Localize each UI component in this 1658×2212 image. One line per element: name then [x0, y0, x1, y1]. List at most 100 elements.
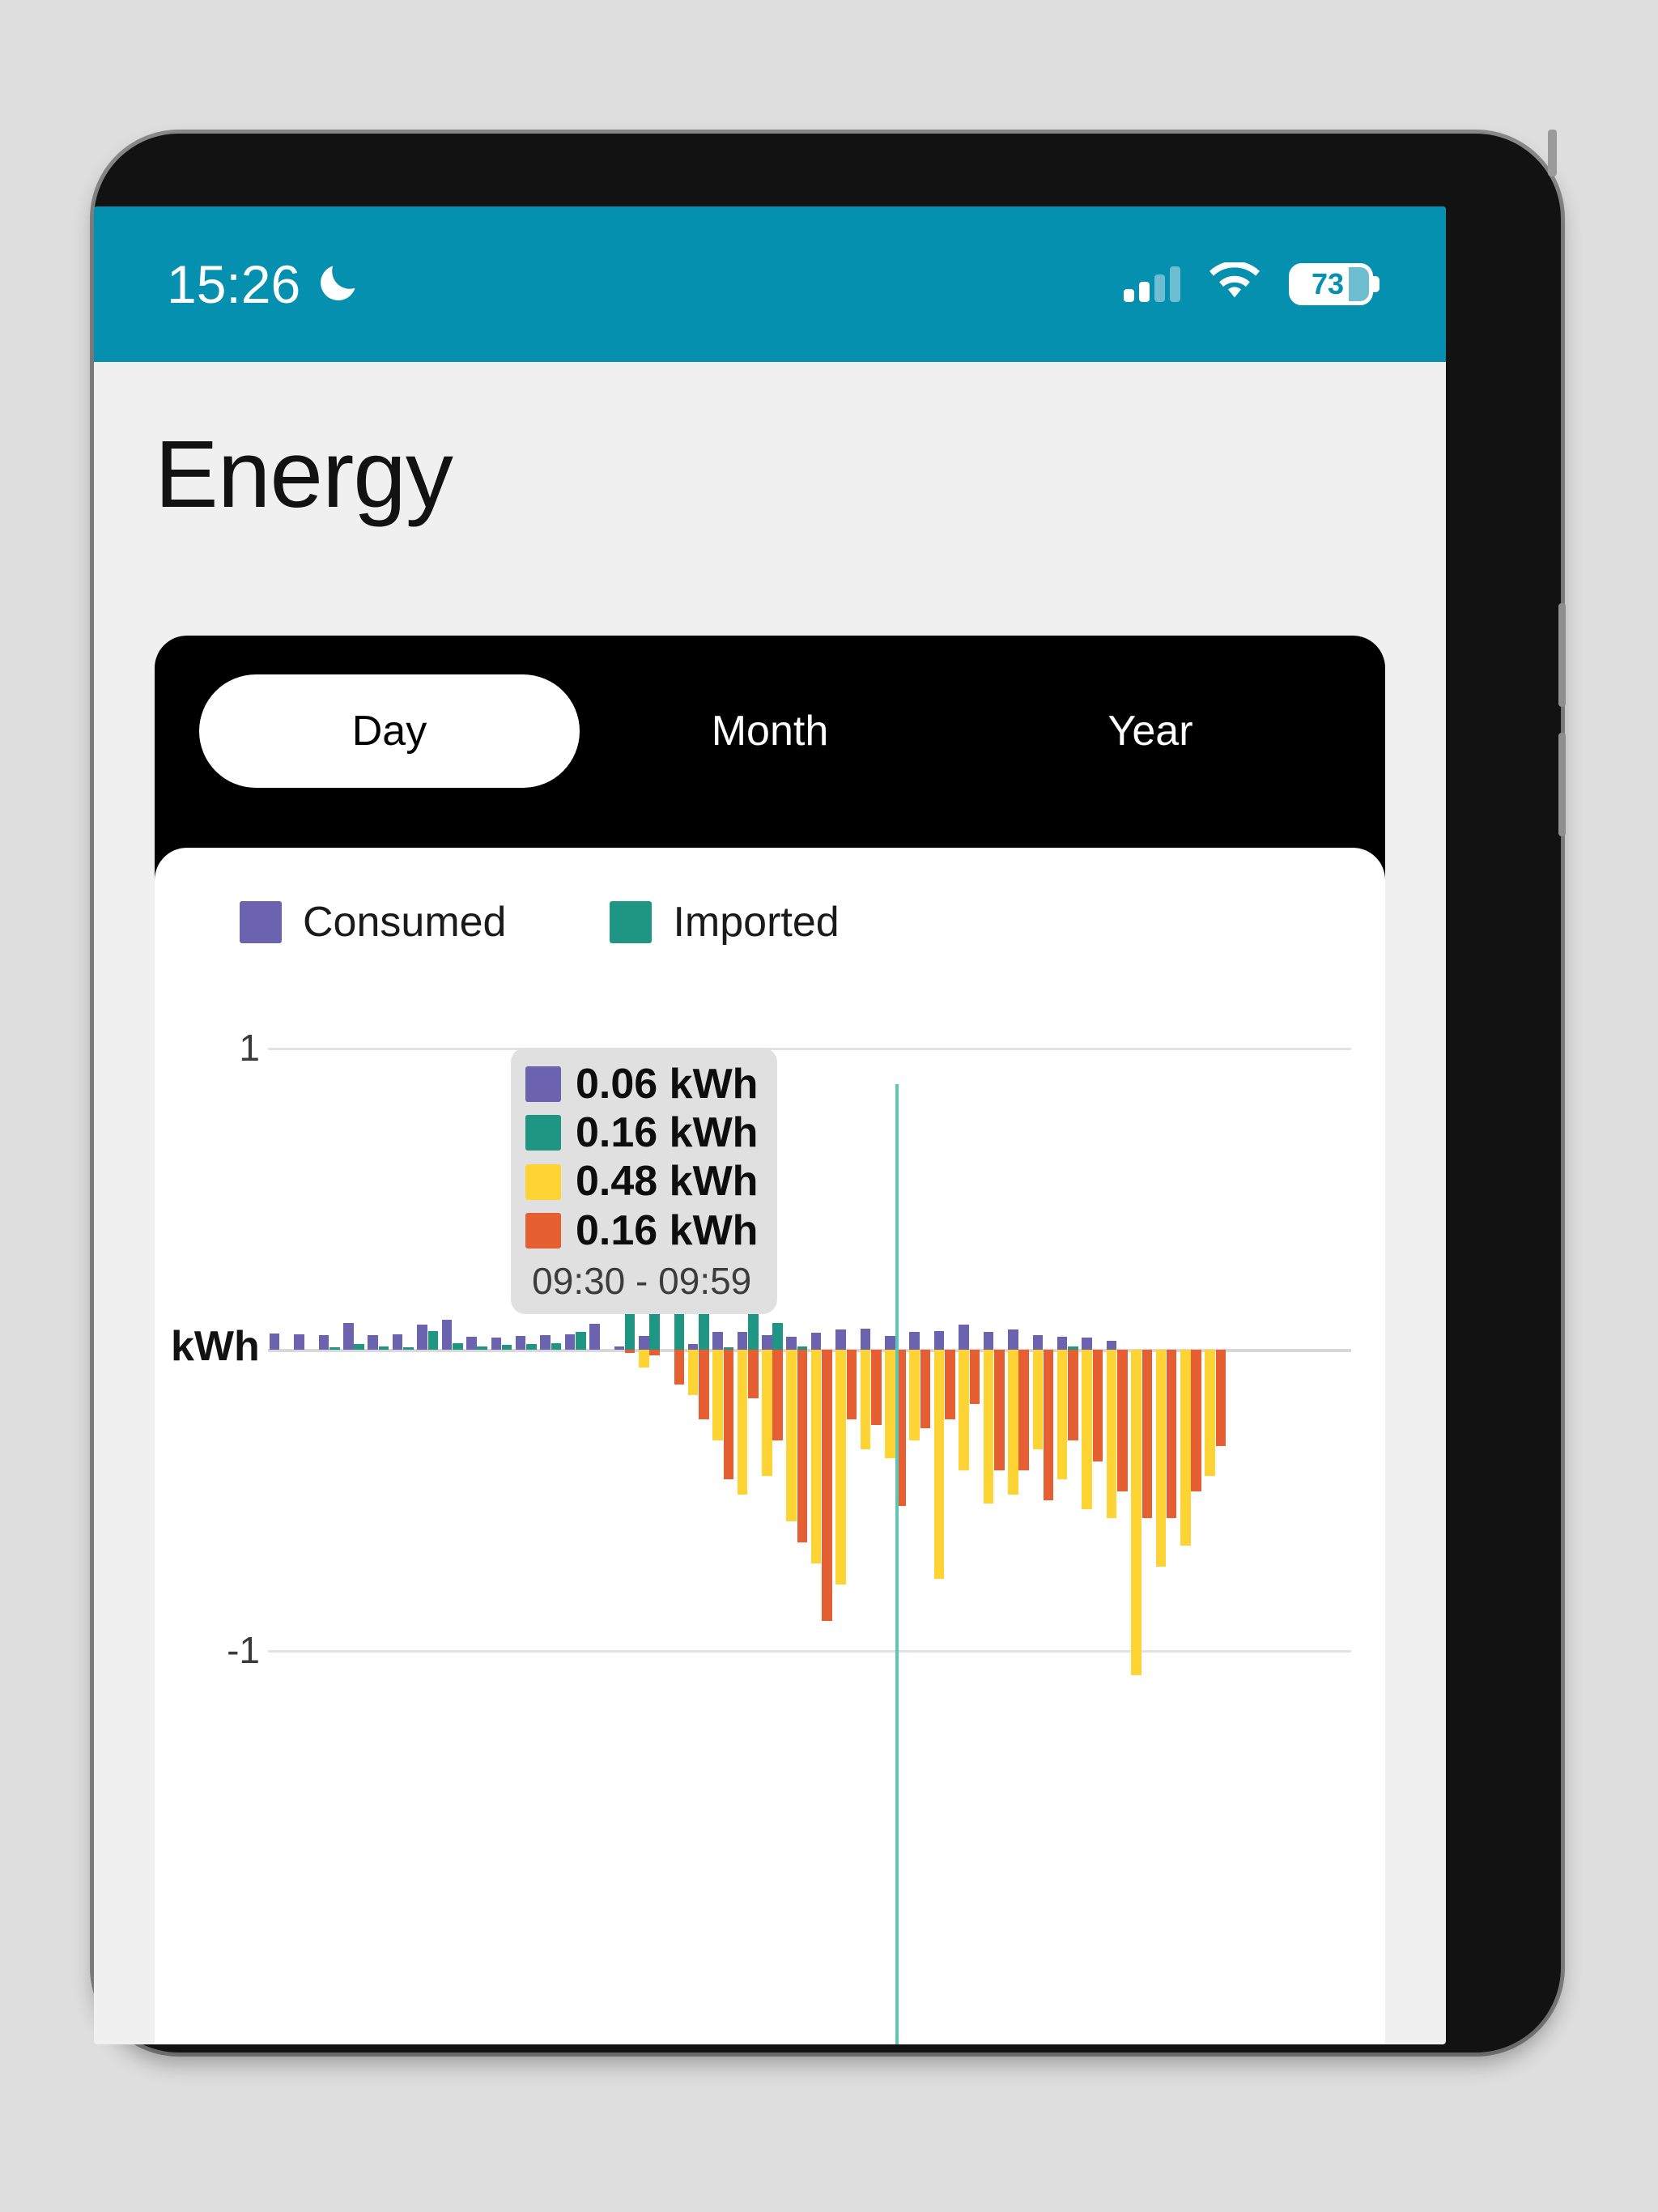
legend-label-imported: Imported: [673, 899, 840, 946]
chart-bar: [747, 1350, 759, 1398]
chart-bar: [491, 1338, 502, 1350]
chart-bar: [983, 1331, 994, 1350]
chart-bar: [920, 1350, 931, 1428]
chart-bar: [909, 1350, 920, 1440]
chart-bar: [515, 1335, 526, 1350]
volume-down-button[interactable]: [1558, 733, 1566, 836]
battery-icon: 73: [1289, 263, 1380, 305]
power-button[interactable]: [1548, 130, 1557, 177]
chart-bar: [368, 1335, 379, 1350]
status-bar-left: 15:26: [167, 253, 362, 315]
chart-plot-area[interactable]: 1 kWh -1: [155, 848, 1385, 2044]
chart-bar: [994, 1350, 1005, 1470]
period-segmented-control[interactable]: Day Month Year: [199, 674, 1341, 788]
chart-cursor-line: [895, 1084, 899, 2044]
chart-bar: [466, 1337, 477, 1350]
chart-bar: [551, 1342, 562, 1350]
tab-month[interactable]: Month: [711, 708, 829, 755]
legend-item-consumed[interactable]: Consumed: [240, 898, 506, 946]
chart-bar: [860, 1350, 871, 1449]
chart-bar: [1141, 1350, 1153, 1519]
chart-bar: [1131, 1350, 1141, 1675]
chart-y-tick-label: -1: [227, 1629, 260, 1671]
tab-day[interactable]: Day: [199, 674, 580, 788]
chart-bar: [885, 1335, 895, 1350]
chart-bar: [737, 1331, 748, 1350]
wifi-icon: [1209, 260, 1260, 307]
tooltip-row: 0.48 kWh: [525, 1158, 758, 1205]
chart-bar: [786, 1350, 797, 1522]
chart-bar: [1018, 1350, 1030, 1470]
chart-bar: [354, 1343, 364, 1350]
legend-swatch-imported: [610, 901, 653, 943]
chart-bar: [294, 1334, 304, 1350]
chart-bars: [155, 848, 1385, 2044]
chart-bar: [762, 1335, 772, 1350]
legend-swatch-consumed: [240, 901, 282, 943]
chart-bar: [1068, 1350, 1078, 1440]
tooltip-time-range: 09:30 - 09:59: [532, 1259, 752, 1302]
legend-label-consumed: Consumed: [303, 899, 507, 946]
chart-bar: [959, 1350, 969, 1470]
chart-bar: [589, 1324, 600, 1350]
tab-year[interactable]: Year: [1107, 708, 1193, 755]
tooltip-value-produced: 0.48 kWh: [576, 1158, 759, 1206]
chart-bar: [687, 1350, 699, 1395]
tooltip-row: 0.16 kWh: [525, 1207, 758, 1254]
chart-legend: Consumed Imported: [240, 898, 840, 946]
chart-bar: [638, 1350, 649, 1368]
chart-bar: [343, 1322, 354, 1350]
chart-bar: [983, 1350, 994, 1504]
chart-zero-line: [268, 1349, 1351, 1352]
battery-cap: [1373, 276, 1380, 292]
device-screen: 15:26: [94, 206, 1446, 2044]
crescent-moon-icon: [315, 259, 362, 310]
chart-bar: [772, 1350, 783, 1440]
chart-bar: [797, 1350, 808, 1543]
chart-bar: [1032, 1350, 1044, 1449]
tooltip-row: 0.06 kWh: [525, 1061, 758, 1108]
chart-bar: [885, 1350, 895, 1458]
chart-y-tick-label: 1: [239, 1027, 260, 1069]
chart-bar: [1092, 1350, 1103, 1461]
chart-bar: [860, 1328, 871, 1350]
chart-bar: [1180, 1350, 1191, 1546]
chart-bar: [687, 1344, 699, 1350]
chart-bar: [1166, 1350, 1177, 1519]
chart-bar: [501, 1345, 512, 1350]
chart-bar: [576, 1331, 586, 1350]
chart-bar: [649, 1350, 660, 1356]
chart-bar: [329, 1347, 340, 1350]
battery-fill: [1293, 267, 1349, 301]
tooltip-swatch-consumed: [525, 1066, 561, 1103]
chart-tooltip: 0.06 kWh 0.16 kWh 0.48 kWh 0.16 kWh 09:3…: [511, 1048, 778, 1314]
chart-bar: [638, 1336, 649, 1350]
chart-bar: [540, 1335, 551, 1350]
legend-item-imported[interactable]: Imported: [610, 898, 840, 946]
chart-bar: [846, 1350, 857, 1419]
volume-up-button[interactable]: [1558, 603, 1566, 707]
chart-bar: [723, 1350, 734, 1479]
chart-bar: [737, 1350, 748, 1495]
status-bar-right: 73: [1124, 260, 1380, 307]
chart-bar: [1106, 1350, 1117, 1519]
chart-gridline: [268, 1048, 1351, 1050]
chart-bar: [822, 1350, 832, 1621]
chart-panel: Consumed Imported 1 kWh -1 0.06 kWh: [155, 848, 1385, 2044]
chart-bar: [427, 1330, 439, 1350]
chart-bar: [1215, 1350, 1226, 1447]
chart-bar: [392, 1334, 403, 1350]
chart-bar: [1082, 1350, 1092, 1510]
chart-bar: [1191, 1350, 1201, 1491]
energy-card: Day Month Year Consumed Imported 1 kWh -1: [155, 636, 1385, 2044]
chart-bar: [712, 1331, 723, 1350]
chart-bar: [1032, 1335, 1044, 1350]
chart-bar: [797, 1346, 808, 1350]
chart-bar: [564, 1334, 576, 1350]
chart-bar: [762, 1350, 772, 1477]
tooltip-row: 0.16 kWh: [525, 1109, 758, 1156]
chart-bar: [871, 1350, 882, 1425]
chart-axis-unit-label: kWh: [171, 1323, 260, 1370]
chart-bar: [723, 1347, 734, 1350]
chart-bar: [945, 1350, 955, 1419]
